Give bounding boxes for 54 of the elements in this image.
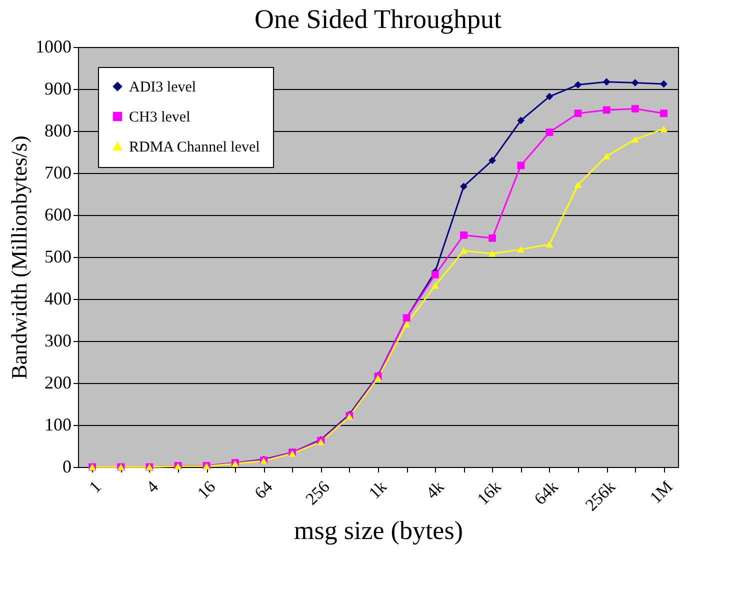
point [488,156,496,164]
point [574,110,582,118]
legend-label: ADI3 level [129,80,196,96]
point [431,282,439,289]
y-tick-label: 900 [44,78,72,98]
point [460,231,468,239]
point [431,270,439,278]
point [602,78,610,86]
x-tick-label: 4k [422,476,448,503]
point [546,92,554,100]
y-tick-label: 200 [44,372,72,392]
x-tick-label: 64k [530,476,562,509]
point [574,182,582,188]
point [574,81,582,89]
y-tick-label: 700 [44,162,72,182]
point [460,247,468,254]
point [460,182,468,190]
x-tick-label: 256 [302,477,334,509]
x-tick-label: 16k [473,476,506,509]
y-tick-label: 800 [44,120,72,140]
legend-label: RDMA Channel level [129,140,260,156]
x-tick-label: 1k [365,476,391,503]
x-axis-title: msg size (bytes) [294,516,463,545]
point [602,106,610,114]
x-tick-label: 1 [85,477,105,497]
point [631,78,639,86]
y-axis-title: Bandwidth (Millionbytes/s) [6,136,32,380]
x-tick-label: 1M [646,477,676,508]
point [602,152,610,160]
x-tick-label: 4 [142,476,162,497]
point [546,128,554,136]
y-tick-label: 600 [44,204,72,224]
y-tick-label: 400 [44,288,72,308]
y-tick-label: 0 [62,456,72,476]
x-tick-label: 16 [194,477,220,503]
point [488,234,496,242]
point [660,110,668,118]
point [517,246,525,253]
point [631,136,639,143]
y-tick-label: 300 [44,330,72,350]
y-tick-label: 100 [44,414,72,434]
x-tick-label: 64 [250,476,277,503]
legend-label: CH3 level [129,110,190,126]
point [631,105,639,112]
point [517,162,525,170]
y-tick-label: 500 [44,246,72,266]
y-tick-label: 1000 [36,36,72,56]
point [660,80,668,88]
point [546,241,554,248]
point [517,116,525,124]
point [660,126,668,132]
chart-title: One Sided Throughput [254,4,502,34]
point [402,320,410,328]
point [488,250,496,257]
